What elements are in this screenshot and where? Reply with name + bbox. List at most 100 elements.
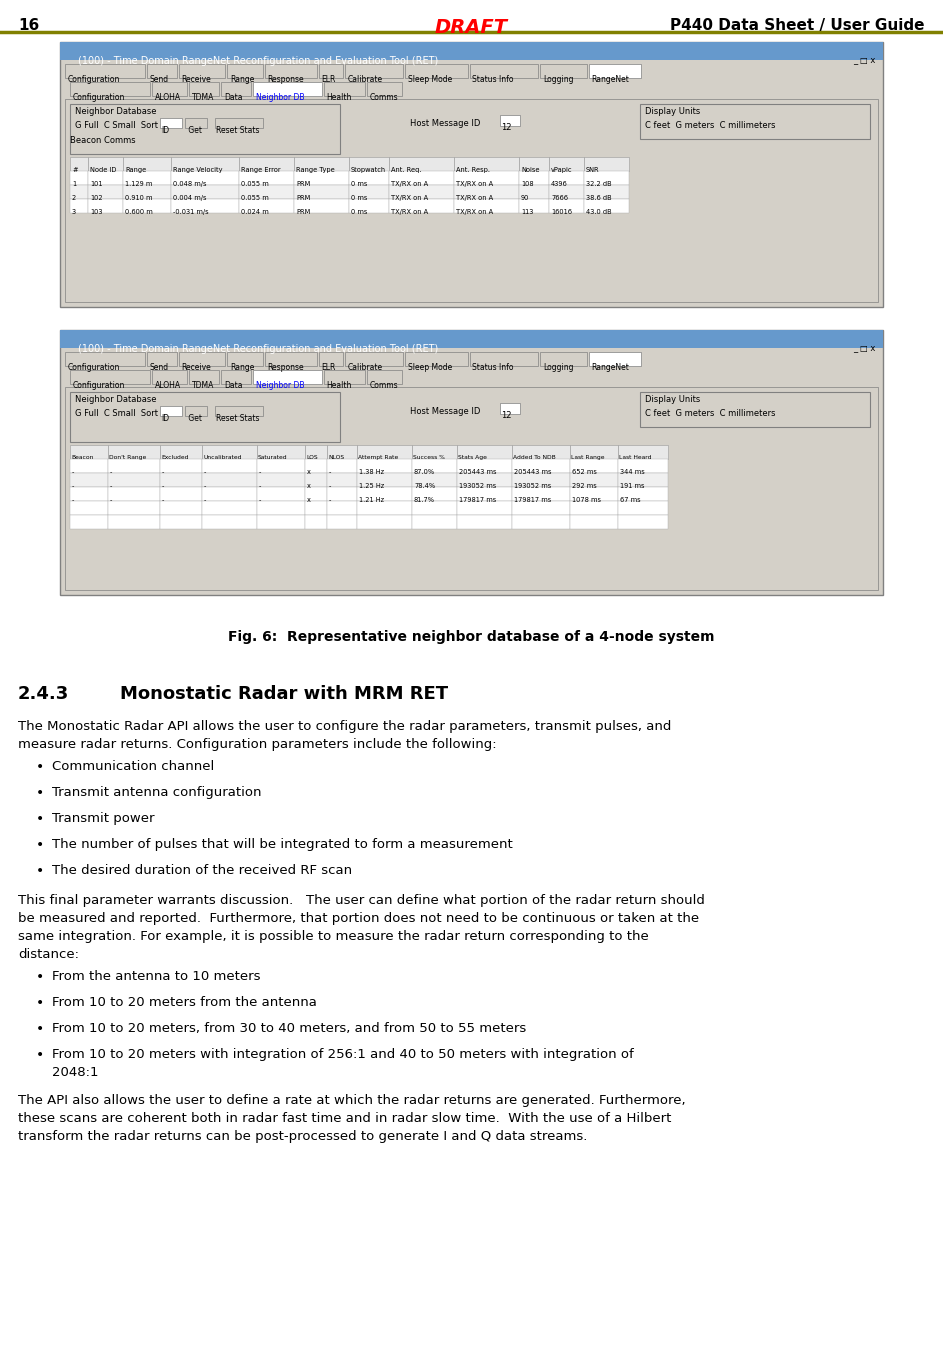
- Text: Range Error: Range Error: [241, 166, 281, 173]
- Text: Neighbor Database: Neighbor Database: [75, 106, 157, 116]
- Bar: [349, 170, 389, 186]
- Text: Status Info: Status Info: [472, 363, 514, 372]
- Text: G Full  C Small  Sort: G Full C Small Sort: [75, 121, 158, 130]
- Text: Stats Age: Stats Age: [458, 456, 487, 460]
- Text: 38.6 dB: 38.6 dB: [586, 195, 612, 201]
- Bar: [60, 330, 883, 348]
- Bar: [357, 460, 412, 473]
- Bar: [253, 370, 322, 385]
- Text: RangeNet: RangeNet: [591, 75, 629, 85]
- Bar: [588, 64, 640, 78]
- Bar: [405, 352, 468, 366]
- Bar: [178, 64, 225, 78]
- Text: Range: Range: [230, 75, 255, 85]
- Bar: [123, 170, 171, 186]
- Text: 2.4.3: 2.4.3: [18, 685, 69, 702]
- Text: 0 ms: 0 ms: [351, 181, 368, 187]
- Bar: [349, 186, 389, 199]
- Bar: [171, 199, 239, 213]
- Text: 0.048 m/s: 0.048 m/s: [173, 181, 207, 187]
- Text: 1.38 Hz: 1.38 Hz: [359, 469, 384, 475]
- Text: Response: Response: [268, 363, 305, 372]
- Bar: [549, 199, 584, 213]
- Bar: [570, 445, 618, 460]
- Bar: [294, 186, 349, 199]
- Bar: [367, 82, 402, 95]
- Bar: [202, 516, 257, 529]
- Text: •: •: [36, 1048, 44, 1063]
- Bar: [239, 199, 294, 213]
- Bar: [389, 170, 454, 186]
- Bar: [305, 487, 327, 501]
- Text: Status Info: Status Info: [472, 75, 514, 85]
- Bar: [70, 157, 88, 170]
- Text: Configuration: Configuration: [73, 93, 125, 102]
- Text: Calibrate: Calibrate: [348, 363, 383, 372]
- Text: Stopwatch: Stopwatch: [351, 166, 386, 173]
- Text: From 10 to 20 meters, from 30 to 40 meters, and from 50 to 55 meters: From 10 to 20 meters, from 30 to 40 mete…: [52, 1022, 526, 1035]
- Bar: [239, 186, 294, 199]
- Text: Range: Range: [230, 363, 255, 372]
- Bar: [618, 473, 668, 487]
- Bar: [584, 186, 629, 199]
- Text: ALOHA: ALOHA: [155, 93, 181, 102]
- Text: 67 ms: 67 ms: [620, 496, 640, 503]
- Text: The Monostatic Radar API allows the user to configure the radar parameters, tran: The Monostatic Radar API allows the user…: [18, 720, 671, 732]
- Text: The number of pulses that will be integrated to form a measurement: The number of pulses that will be integr…: [52, 837, 513, 851]
- Bar: [519, 186, 549, 199]
- Text: Ant. Resp.: Ant. Resp.: [456, 166, 490, 173]
- Bar: [305, 473, 327, 487]
- Bar: [88, 170, 123, 186]
- Bar: [88, 157, 123, 170]
- Bar: [264, 64, 317, 78]
- Bar: [327, 501, 357, 516]
- Bar: [454, 199, 519, 213]
- Bar: [227, 352, 262, 366]
- Text: 652 ms: 652 ms: [572, 469, 597, 475]
- Bar: [327, 473, 357, 487]
- Bar: [540, 352, 587, 366]
- Text: Saturated: Saturated: [258, 456, 288, 460]
- Bar: [227, 64, 262, 78]
- Bar: [570, 501, 618, 516]
- Text: 0 ms: 0 ms: [351, 195, 368, 201]
- Text: -: -: [72, 496, 74, 503]
- Bar: [160, 473, 202, 487]
- Text: Communication channel: Communication channel: [52, 760, 214, 773]
- Text: •: •: [36, 837, 44, 852]
- Text: -: -: [204, 469, 207, 475]
- Text: measure radar returns. Configuration parameters include the following:: measure radar returns. Configuration par…: [18, 738, 497, 752]
- Text: 32.2 dB: 32.2 dB: [586, 181, 612, 187]
- Text: 12: 12: [501, 411, 511, 420]
- Text: Send: Send: [150, 75, 169, 85]
- Text: •: •: [36, 863, 44, 878]
- Text: 205443 ms: 205443 ms: [514, 469, 552, 475]
- Bar: [570, 487, 618, 501]
- Text: TDMA: TDMA: [192, 381, 214, 390]
- Text: #: #: [72, 166, 77, 173]
- Text: 191 ms: 191 ms: [620, 483, 644, 490]
- Bar: [65, 352, 144, 366]
- Bar: [512, 487, 570, 501]
- Text: This final parameter warrants discussion.   The user can define what portion of : This final parameter warrants discussion…: [18, 893, 704, 907]
- Bar: [323, 82, 365, 95]
- Bar: [202, 487, 257, 501]
- Bar: [319, 352, 343, 366]
- Text: Node ID: Node ID: [90, 166, 116, 173]
- Text: Get: Get: [186, 125, 202, 135]
- Text: -0.031 m/s: -0.031 m/s: [173, 209, 208, 216]
- Text: -: -: [259, 469, 261, 475]
- Text: -: -: [162, 483, 164, 490]
- Text: 101: 101: [90, 181, 103, 187]
- Bar: [239, 157, 294, 170]
- Bar: [549, 170, 584, 186]
- Bar: [160, 445, 202, 460]
- Bar: [257, 516, 305, 529]
- Text: ALOHA: ALOHA: [155, 381, 181, 390]
- Text: transform the radar returns can be post-processed to generate I and Q data strea: transform the radar returns can be post-…: [18, 1129, 587, 1143]
- Bar: [257, 445, 305, 460]
- Text: Fig. 6:  Representative neighbor database of a 4-node system: Fig. 6: Representative neighbor database…: [228, 630, 714, 644]
- Text: 4396: 4396: [551, 181, 568, 187]
- Text: Range Type: Range Type: [296, 166, 335, 173]
- Bar: [146, 352, 176, 366]
